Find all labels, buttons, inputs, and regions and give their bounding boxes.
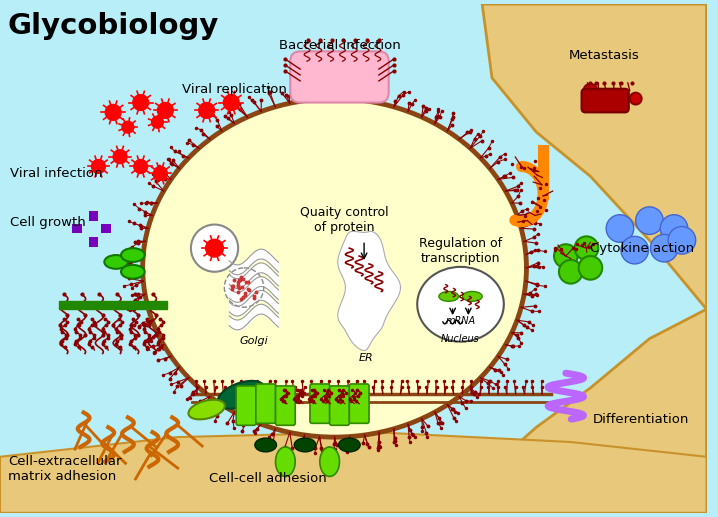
FancyBboxPatch shape <box>236 386 256 425</box>
Bar <box>72 223 82 233</box>
Circle shape <box>157 102 173 118</box>
Circle shape <box>91 160 106 173</box>
Circle shape <box>574 236 598 260</box>
Ellipse shape <box>276 447 295 477</box>
Circle shape <box>579 256 602 280</box>
Ellipse shape <box>104 255 128 269</box>
Ellipse shape <box>143 99 526 437</box>
Ellipse shape <box>439 292 459 301</box>
Ellipse shape <box>630 93 642 104</box>
Circle shape <box>621 236 648 264</box>
Text: Golgi: Golgi <box>240 336 269 346</box>
Ellipse shape <box>338 438 360 452</box>
Ellipse shape <box>218 381 264 409</box>
Ellipse shape <box>251 404 280 421</box>
Ellipse shape <box>417 267 504 342</box>
Text: Bacterial infection: Bacterial infection <box>279 39 401 52</box>
Bar <box>101 223 111 233</box>
Circle shape <box>106 104 121 120</box>
Circle shape <box>199 102 215 118</box>
Ellipse shape <box>121 248 144 262</box>
Ellipse shape <box>462 292 482 301</box>
Circle shape <box>668 226 696 254</box>
Circle shape <box>113 150 127 163</box>
Polygon shape <box>472 309 707 513</box>
Ellipse shape <box>121 265 144 279</box>
Bar <box>88 211 98 221</box>
Circle shape <box>559 260 582 284</box>
Ellipse shape <box>584 84 597 98</box>
Text: Quaity control
of protein: Quaity control of protein <box>300 206 388 234</box>
Circle shape <box>661 215 688 242</box>
FancyBboxPatch shape <box>290 51 388 102</box>
Ellipse shape <box>294 438 316 452</box>
FancyBboxPatch shape <box>276 386 295 425</box>
FancyBboxPatch shape <box>330 386 350 425</box>
Circle shape <box>122 121 134 133</box>
FancyBboxPatch shape <box>256 384 276 423</box>
FancyBboxPatch shape <box>310 384 330 423</box>
Text: mRNA: mRNA <box>445 316 475 326</box>
FancyBboxPatch shape <box>582 89 629 112</box>
Text: Viral replication: Viral replication <box>182 83 287 96</box>
Circle shape <box>223 95 239 111</box>
Text: Differentiation: Differentiation <box>592 413 689 426</box>
Text: Nucleus: Nucleus <box>441 333 480 344</box>
Text: Cell-extracellular
matrix adhesion: Cell-extracellular matrix adhesion <box>8 455 121 483</box>
Circle shape <box>606 215 634 242</box>
Ellipse shape <box>320 447 340 477</box>
Text: Cell-cell adhesion: Cell-cell adhesion <box>209 472 327 484</box>
Ellipse shape <box>188 400 225 419</box>
Text: Viral infection: Viral infection <box>10 167 103 180</box>
Circle shape <box>133 95 149 111</box>
Ellipse shape <box>255 438 276 452</box>
Polygon shape <box>0 432 707 513</box>
FancyBboxPatch shape <box>350 384 369 423</box>
Circle shape <box>635 207 663 234</box>
Text: Regulation of
transcription: Regulation of transcription <box>419 237 502 265</box>
Circle shape <box>554 244 577 268</box>
Circle shape <box>151 116 164 128</box>
Text: Glycobiology: Glycobiology <box>8 12 219 40</box>
Text: ER: ER <box>359 353 373 363</box>
Circle shape <box>134 160 148 173</box>
Circle shape <box>651 234 678 262</box>
Circle shape <box>154 166 167 180</box>
Bar <box>88 237 98 247</box>
Text: Cell growth: Cell growth <box>10 216 85 229</box>
Polygon shape <box>337 232 401 351</box>
Polygon shape <box>482 4 707 309</box>
Text: Metastasis: Metastasis <box>569 49 640 62</box>
Circle shape <box>224 268 264 307</box>
Circle shape <box>205 239 223 257</box>
Circle shape <box>191 224 238 272</box>
Text: Cytokine action: Cytokine action <box>590 241 694 255</box>
